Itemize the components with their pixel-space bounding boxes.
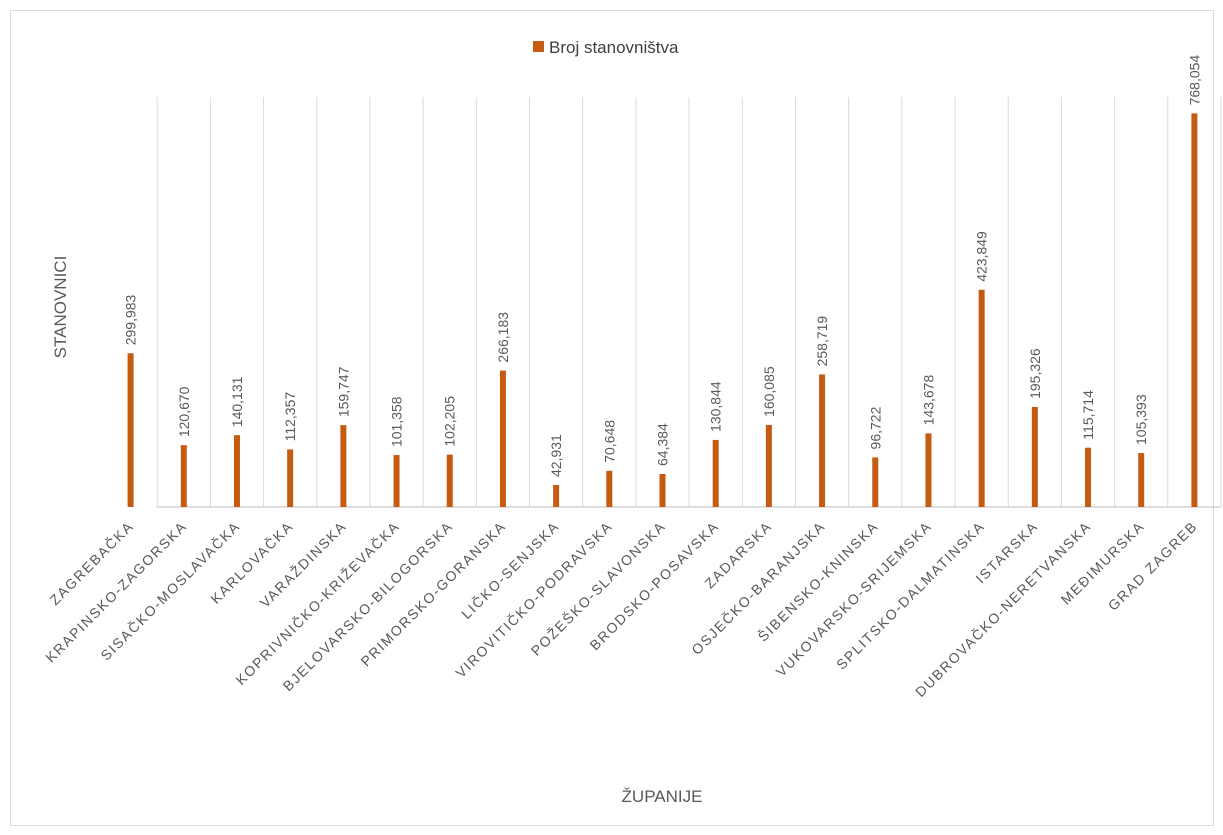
value-label: 143,678 bbox=[920, 375, 936, 426]
bar bbox=[499, 370, 506, 507]
bar bbox=[925, 433, 932, 507]
bar bbox=[180, 445, 187, 507]
value-label: 258,719 bbox=[814, 316, 830, 367]
bar bbox=[1138, 452, 1145, 507]
bar bbox=[659, 474, 666, 507]
bars bbox=[127, 113, 1198, 508]
value-label: 266,183 bbox=[495, 312, 511, 363]
legend: Broj stanovništva bbox=[533, 38, 679, 57]
value-label: 101,358 bbox=[389, 396, 405, 447]
value-label: 195,326 bbox=[1027, 348, 1043, 399]
value-label: 768,054 bbox=[1186, 55, 1202, 106]
legend-label: Broj stanovništva bbox=[549, 38, 679, 57]
category-label: LIČKO-SENJSKA bbox=[458, 518, 562, 622]
value-label: 299,983 bbox=[123, 294, 139, 345]
value-label: 140,131 bbox=[229, 376, 245, 427]
bar bbox=[233, 435, 240, 507]
category-label: GRAD ZAGREB bbox=[1105, 518, 1201, 614]
gridlines bbox=[156, 97, 1222, 507]
value-label: 120,670 bbox=[176, 386, 192, 437]
value-label: 64,384 bbox=[655, 423, 671, 466]
value-label: 160,085 bbox=[761, 366, 777, 417]
value-label: 423,849 bbox=[974, 231, 990, 282]
value-label: 105,393 bbox=[1133, 394, 1149, 445]
value-labels: 299,983 120,670 140,131 112,357 159,747 101,3… bbox=[123, 55, 1203, 477]
category-labels: ZAGREBAČKAKRAPINSKO-ZAGORSKASISAČKO-MOSL… bbox=[42, 518, 1200, 700]
bar bbox=[819, 374, 826, 507]
bar bbox=[287, 449, 294, 507]
legend-swatch bbox=[533, 41, 544, 52]
bar bbox=[606, 470, 613, 507]
value-label: 130,844 bbox=[708, 381, 724, 432]
value-label: 112,357 bbox=[282, 392, 298, 442]
value-label: 115,714 bbox=[1080, 390, 1096, 440]
bar bbox=[1191, 113, 1198, 508]
y-axis-title: STANOVNICI bbox=[51, 256, 70, 359]
value-label: 159,747 bbox=[335, 366, 351, 417]
bar bbox=[872, 457, 879, 507]
bar bbox=[127, 353, 134, 507]
bar bbox=[340, 425, 347, 507]
bar bbox=[712, 439, 719, 507]
bar bbox=[446, 454, 453, 507]
value-label: 96,722 bbox=[867, 406, 883, 449]
bar bbox=[1031, 406, 1038, 507]
x-axis-title: ŽUPANIJE bbox=[622, 787, 703, 806]
bar bbox=[1085, 447, 1092, 507]
value-label: 102,205 bbox=[442, 396, 458, 447]
value-label: 42,931 bbox=[548, 434, 564, 477]
bar bbox=[978, 289, 985, 507]
bar bbox=[393, 455, 400, 507]
bar bbox=[765, 424, 772, 507]
value-label: 70,648 bbox=[601, 420, 617, 463]
bar bbox=[553, 484, 560, 507]
